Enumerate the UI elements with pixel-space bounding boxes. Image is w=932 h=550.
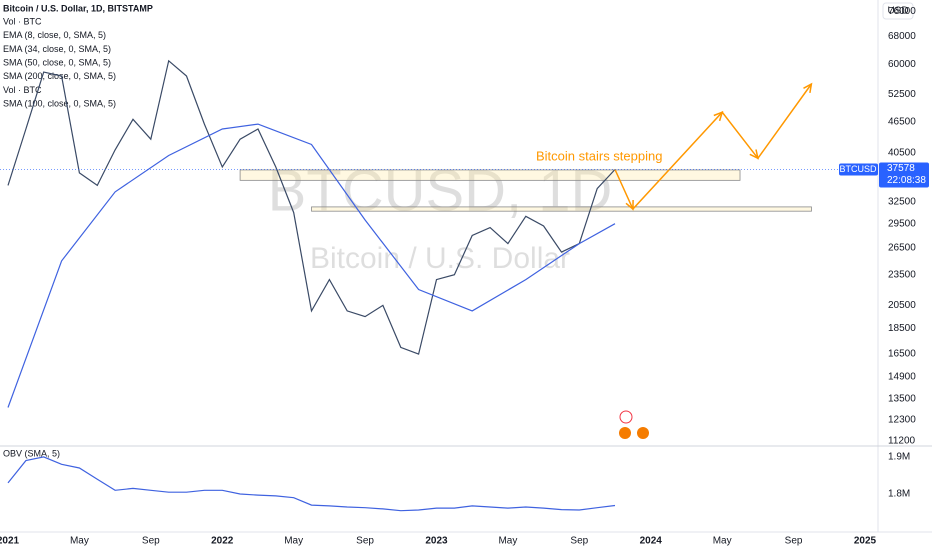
- indicator-label: SMA (200, close, 0, SMA, 5): [3, 71, 116, 81]
- y-tick-label: 76000: [888, 6, 916, 17]
- series-line: [7, 123, 616, 408]
- arrow-head: [749, 149, 759, 160]
- countdown: 22:08:38: [887, 175, 926, 186]
- x-tick-label: 2021: [0, 536, 20, 547]
- x-tick-label: May: [70, 536, 89, 547]
- x-tick-label: May: [284, 536, 303, 547]
- y-tick-label: 14900: [888, 372, 916, 383]
- y-tick-label: 32500: [888, 197, 916, 208]
- currency-box[interactable]: [882, 2, 914, 20]
- last-price: 37578: [887, 163, 915, 174]
- series-line: [7, 59, 616, 355]
- symbol-box: [839, 163, 878, 176]
- arrow-head: [625, 199, 634, 211]
- y-tick-label: 20500: [888, 300, 916, 311]
- y-tick-label: 29500: [888, 218, 916, 229]
- x-tick-label: Sep: [142, 536, 160, 547]
- event-icon[interactable]: [619, 427, 631, 439]
- y-tick-label: 1.9M: [888, 452, 910, 463]
- x-tick-label: May: [713, 536, 732, 547]
- y-tick-label: 12300: [888, 415, 916, 426]
- watermark: BTCUSD, 1D: [268, 158, 613, 223]
- x-tick-label: 2024: [640, 536, 663, 547]
- y-tick-label: 40500: [888, 147, 916, 158]
- zone: [239, 169, 741, 181]
- indicator-label: SMA (50, close, 0, SMA, 5): [3, 57, 111, 67]
- zone: [311, 206, 812, 212]
- panel-title: OBV (SMA, 5): [3, 448, 60, 458]
- x-tick-label: 2023: [425, 536, 448, 547]
- series-line: [7, 456, 616, 512]
- price-box: [879, 162, 929, 188]
- x-tick-label: May: [498, 536, 517, 547]
- event-icon[interactable]: [619, 410, 633, 424]
- chart-title: Bitcoin / U.S. Dollar, 1D, BITSTAMP: [3, 3, 153, 13]
- y-tick-label: 13500: [888, 394, 916, 405]
- annotation: Bitcoin stairs stepping: [536, 148, 662, 163]
- arrow-head: [713, 110, 724, 122]
- x-tick-label: 2025: [854, 536, 877, 547]
- y-tick-label: 11200: [888, 436, 916, 447]
- y-tick-label: 1.8M: [888, 489, 910, 500]
- indicator-label: EMA (8, close, 0, SMA, 5): [3, 30, 106, 40]
- y-tick-label: 26500: [888, 242, 916, 253]
- symbol-label: BTCUSD: [839, 164, 877, 174]
- x-tick-label: Sep: [570, 536, 588, 547]
- watermark-subtitle: Bitcoin / U.S. Dollar: [310, 242, 570, 275]
- y-tick-label: 68000: [888, 31, 916, 42]
- x-tick-label: Sep: [785, 536, 803, 547]
- y-tick-label: 46500: [888, 116, 916, 127]
- event-icon[interactable]: [637, 427, 649, 439]
- indicator-label: Vol · BTC: [3, 85, 42, 95]
- x-tick-label: Sep: [356, 536, 374, 547]
- y-tick-label: 18500: [888, 323, 916, 334]
- indicator-label: EMA (34, close, 0, SMA, 5): [3, 44, 111, 54]
- y-tick-label: 16500: [888, 349, 916, 360]
- y-tick-label: 60000: [888, 59, 916, 70]
- currency[interactable]: USD: [887, 6, 908, 17]
- indicator-label: Vol · BTC: [3, 16, 42, 26]
- y-tick-label: 23500: [888, 269, 916, 280]
- indicator-label: SMA (100, close, 0, SMA, 5): [3, 99, 116, 109]
- arrow-head: [803, 82, 813, 94]
- x-tick-label: 2022: [211, 536, 234, 547]
- y-tick-label: 52500: [888, 89, 916, 100]
